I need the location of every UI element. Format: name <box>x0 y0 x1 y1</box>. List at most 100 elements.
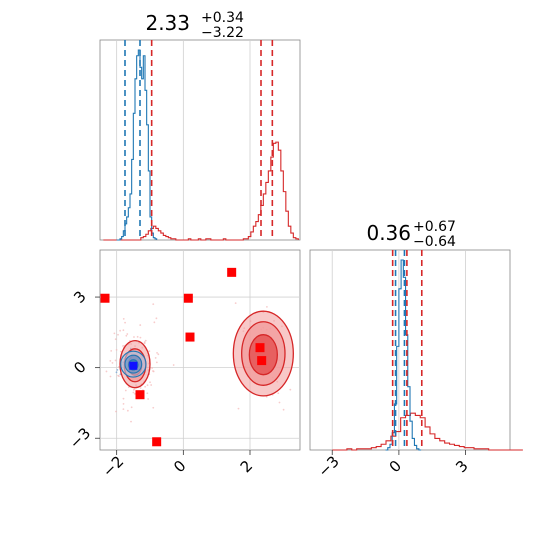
sample-point <box>277 392 280 395</box>
sample-point <box>155 361 158 364</box>
joint-red-markers <box>100 267 267 447</box>
joint-y-tick-label-1: 0 <box>70 358 89 377</box>
sample-point <box>146 392 149 395</box>
joint-x-ticks: −2 0 2 <box>99 450 256 481</box>
sample-point <box>155 317 158 320</box>
sample-point <box>157 353 160 356</box>
red-contour-2 <box>248 334 278 376</box>
sample-point <box>136 335 139 338</box>
sample-point <box>109 375 112 378</box>
sample-point <box>134 392 136 395</box>
sample-point <box>143 341 146 343</box>
marginal-param-2-title-minus: −0.64 <box>413 234 456 250</box>
histogram-red <box>332 412 523 451</box>
sample-point <box>122 402 125 405</box>
sample-point <box>139 336 142 339</box>
right-x-tick-label-2: 3 <box>452 457 471 476</box>
sample-point <box>113 332 116 335</box>
marginal-param-2-title-plus: +0.67 <box>413 219 456 235</box>
sample-point <box>152 370 155 373</box>
right-x-tick-label-0: −3 <box>315 452 343 480</box>
marginal-param-1-panel: 2.33 +0.34 −3.22 <box>99 10 301 241</box>
joint-x-tick-label-0: −2 <box>99 452 127 480</box>
sample-point <box>118 365 120 368</box>
joint-y-ticks: −3 0 3 <box>66 287 100 452</box>
sample-point <box>139 324 142 326</box>
sample-point <box>126 333 129 335</box>
sample-point <box>109 360 112 362</box>
joint-x-tick-label-1: 0 <box>170 457 189 476</box>
right-x-tick-label-1: 0 <box>386 457 405 476</box>
sample-point <box>153 321 156 324</box>
red-marker-2 <box>227 267 237 277</box>
red-marker-4 <box>255 343 265 353</box>
sample-point <box>117 333 119 336</box>
blue-truth-marker <box>129 361 138 370</box>
sample-point <box>125 334 128 337</box>
sample-point <box>152 303 155 306</box>
sample-point <box>105 370 108 373</box>
marginal-param-1-title-minus: −3.22 <box>201 25 244 41</box>
sample-point <box>116 369 119 371</box>
red-marker-0 <box>100 293 110 303</box>
sample-point <box>111 362 114 364</box>
sample-point <box>119 329 122 332</box>
sample-point <box>122 397 125 400</box>
sample-point <box>130 420 132 423</box>
sample-point <box>85 338 87 340</box>
sample-point <box>126 409 129 412</box>
sample-point <box>149 381 151 384</box>
red-marker-6 <box>135 390 145 400</box>
sample-point <box>115 348 118 351</box>
sample-point <box>147 398 150 400</box>
marginal-param-2-quantile-lines <box>391 250 423 450</box>
marginal-param-2-panel: −3 0 3 0.36 +0.67 −0.64 <box>309 219 523 481</box>
sample-point <box>151 367 153 369</box>
red-marker-3 <box>185 332 195 342</box>
sample-point <box>122 345 124 347</box>
marginal-param-1-grid <box>116 40 251 240</box>
sample-point <box>133 336 135 338</box>
sample-point <box>124 321 126 324</box>
marginal-param-2-grid <box>331 250 466 450</box>
sample-point <box>156 351 158 354</box>
sample-point <box>118 375 120 378</box>
sample-point <box>139 387 142 389</box>
sample-point <box>282 408 285 411</box>
marginal-param-2-title-value: 0.36 <box>366 221 411 245</box>
sample-point <box>130 406 133 409</box>
joint-y-tick-label-2: 3 <box>70 287 89 306</box>
red-marker-7 <box>152 437 162 447</box>
sample-point <box>132 388 135 391</box>
sample-point <box>131 457 133 459</box>
sample-point <box>122 329 125 332</box>
sample-point <box>122 317 125 320</box>
joint-x-tick-label-2: 2 <box>237 457 256 476</box>
sample-point <box>114 359 117 362</box>
marginal-param-1-title-value: 2.33 <box>145 11 190 35</box>
sample-point <box>119 350 122 353</box>
marginal-param-1-quantile-lines <box>124 40 274 240</box>
sample-point <box>114 338 117 341</box>
sample-point <box>132 391 135 394</box>
marginal-param-1-title-plus: +0.34 <box>201 10 244 26</box>
red-marker-1 <box>183 293 193 303</box>
sample-point <box>144 385 147 388</box>
sample-point <box>122 408 125 410</box>
joint-y-tick-label-0: −3 <box>66 424 94 452</box>
sample-point <box>234 302 237 305</box>
sample-point <box>115 371 118 374</box>
sample-point <box>289 388 292 391</box>
sample-point <box>144 339 147 342</box>
red-marker-5 <box>257 356 267 366</box>
sample-point <box>172 364 175 366</box>
sample-point <box>110 349 113 352</box>
marginal-param-2-x-ticks: −3 0 3 <box>315 450 472 481</box>
joint-param1-param2-panel: −2 0 2 −3 0 3 <box>66 249 301 481</box>
marginal-param-1-frame <box>99 39 301 241</box>
sample-point <box>154 357 157 359</box>
histogram-red <box>103 141 299 241</box>
sample-point <box>266 306 268 308</box>
sample-point <box>115 410 117 413</box>
sample-point <box>150 384 153 386</box>
